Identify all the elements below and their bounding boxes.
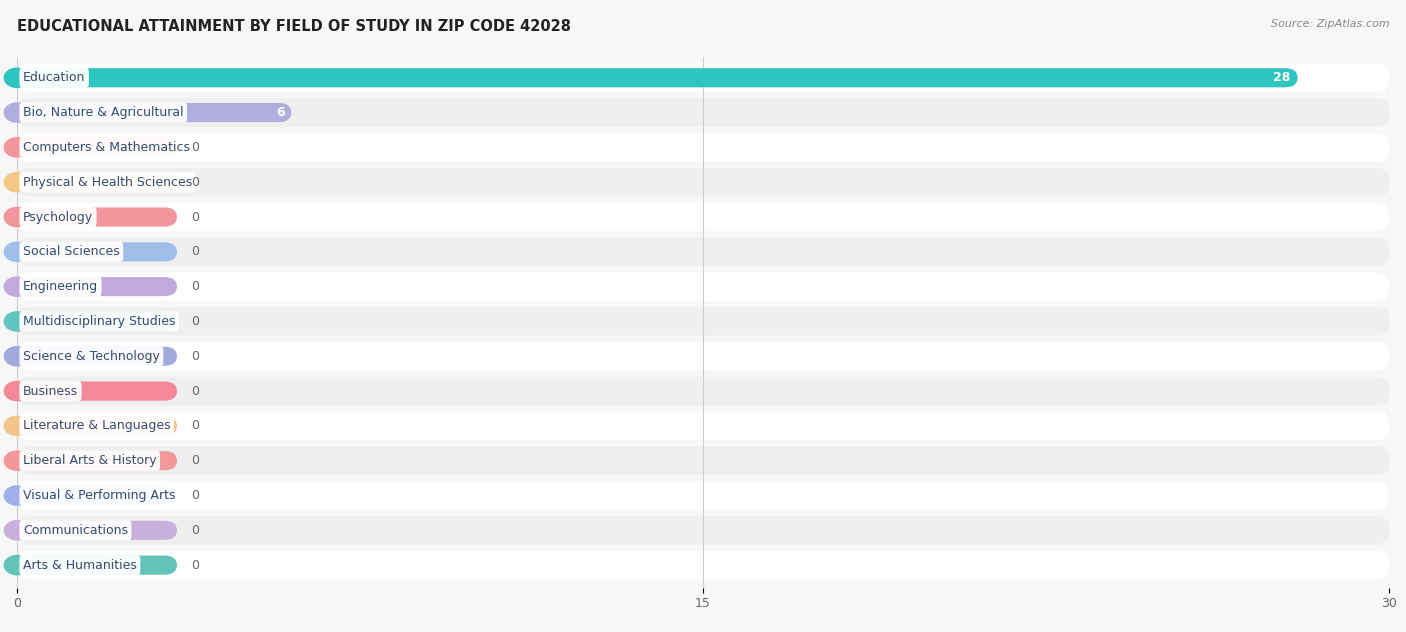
- Text: Bio, Nature & Agricultural: Bio, Nature & Agricultural: [22, 106, 184, 119]
- Circle shape: [4, 521, 30, 540]
- Text: EDUCATIONAL ATTAINMENT BY FIELD OF STUDY IN ZIP CODE 42028: EDUCATIONAL ATTAINMENT BY FIELD OF STUDY…: [17, 19, 571, 34]
- Text: 0: 0: [191, 454, 198, 467]
- FancyBboxPatch shape: [17, 99, 1389, 127]
- FancyBboxPatch shape: [17, 411, 1389, 440]
- FancyBboxPatch shape: [17, 68, 1298, 87]
- Circle shape: [4, 138, 30, 157]
- Text: Arts & Humanities: Arts & Humanities: [22, 559, 136, 571]
- FancyBboxPatch shape: [17, 486, 177, 505]
- FancyBboxPatch shape: [17, 347, 177, 366]
- FancyBboxPatch shape: [17, 207, 177, 227]
- Text: Communications: Communications: [22, 524, 128, 537]
- Text: 0: 0: [191, 315, 198, 328]
- FancyBboxPatch shape: [17, 238, 1389, 266]
- Text: 0: 0: [191, 280, 198, 293]
- FancyBboxPatch shape: [17, 168, 1389, 197]
- FancyBboxPatch shape: [17, 342, 1389, 370]
- FancyBboxPatch shape: [17, 451, 177, 470]
- FancyBboxPatch shape: [17, 307, 1389, 336]
- Text: Physical & Health Sciences: Physical & Health Sciences: [22, 176, 193, 189]
- Text: Liberal Arts & History: Liberal Arts & History: [22, 454, 156, 467]
- Text: Source: ZipAtlas.com: Source: ZipAtlas.com: [1271, 19, 1389, 29]
- Text: Engineering: Engineering: [22, 280, 98, 293]
- Circle shape: [4, 451, 30, 470]
- FancyBboxPatch shape: [17, 203, 1389, 231]
- Text: 0: 0: [191, 385, 198, 398]
- FancyBboxPatch shape: [17, 103, 291, 122]
- Circle shape: [4, 242, 30, 262]
- Circle shape: [4, 556, 30, 574]
- Text: Business: Business: [22, 385, 79, 398]
- Circle shape: [4, 103, 30, 122]
- FancyBboxPatch shape: [17, 138, 177, 157]
- Circle shape: [4, 312, 30, 331]
- FancyBboxPatch shape: [17, 63, 1389, 92]
- FancyBboxPatch shape: [17, 521, 177, 540]
- Text: Social Sciences: Social Sciences: [22, 245, 120, 258]
- Text: Computers & Mathematics: Computers & Mathematics: [22, 141, 190, 154]
- FancyBboxPatch shape: [17, 173, 177, 191]
- Text: Visual & Performing Arts: Visual & Performing Arts: [22, 489, 176, 502]
- Circle shape: [4, 207, 30, 227]
- Circle shape: [4, 382, 30, 401]
- FancyBboxPatch shape: [17, 272, 1389, 301]
- Text: 6: 6: [276, 106, 284, 119]
- FancyBboxPatch shape: [17, 556, 177, 574]
- Text: Psychology: Psychology: [22, 210, 93, 224]
- Circle shape: [4, 173, 30, 191]
- Text: Science & Technology: Science & Technology: [22, 349, 160, 363]
- Circle shape: [4, 68, 30, 87]
- FancyBboxPatch shape: [17, 481, 1389, 510]
- Text: Literature & Languages: Literature & Languages: [22, 420, 170, 432]
- Circle shape: [4, 277, 30, 296]
- FancyBboxPatch shape: [17, 382, 177, 401]
- FancyBboxPatch shape: [17, 416, 177, 435]
- FancyBboxPatch shape: [17, 277, 177, 296]
- FancyBboxPatch shape: [17, 377, 1389, 405]
- Circle shape: [4, 347, 30, 366]
- Circle shape: [4, 416, 30, 435]
- FancyBboxPatch shape: [17, 242, 177, 262]
- Text: Education: Education: [22, 71, 86, 84]
- Text: 0: 0: [191, 489, 198, 502]
- Text: Multidisciplinary Studies: Multidisciplinary Studies: [22, 315, 176, 328]
- Text: 0: 0: [191, 176, 198, 189]
- Text: 0: 0: [191, 141, 198, 154]
- Circle shape: [4, 486, 30, 505]
- Text: 0: 0: [191, 245, 198, 258]
- Text: 0: 0: [191, 559, 198, 571]
- FancyBboxPatch shape: [17, 446, 1389, 475]
- Text: 0: 0: [191, 349, 198, 363]
- FancyBboxPatch shape: [17, 133, 1389, 162]
- Text: 0: 0: [191, 210, 198, 224]
- FancyBboxPatch shape: [17, 551, 1389, 580]
- FancyBboxPatch shape: [17, 516, 1389, 545]
- Text: 0: 0: [191, 524, 198, 537]
- Text: 0: 0: [191, 420, 198, 432]
- Text: 28: 28: [1274, 71, 1291, 84]
- FancyBboxPatch shape: [17, 312, 177, 331]
